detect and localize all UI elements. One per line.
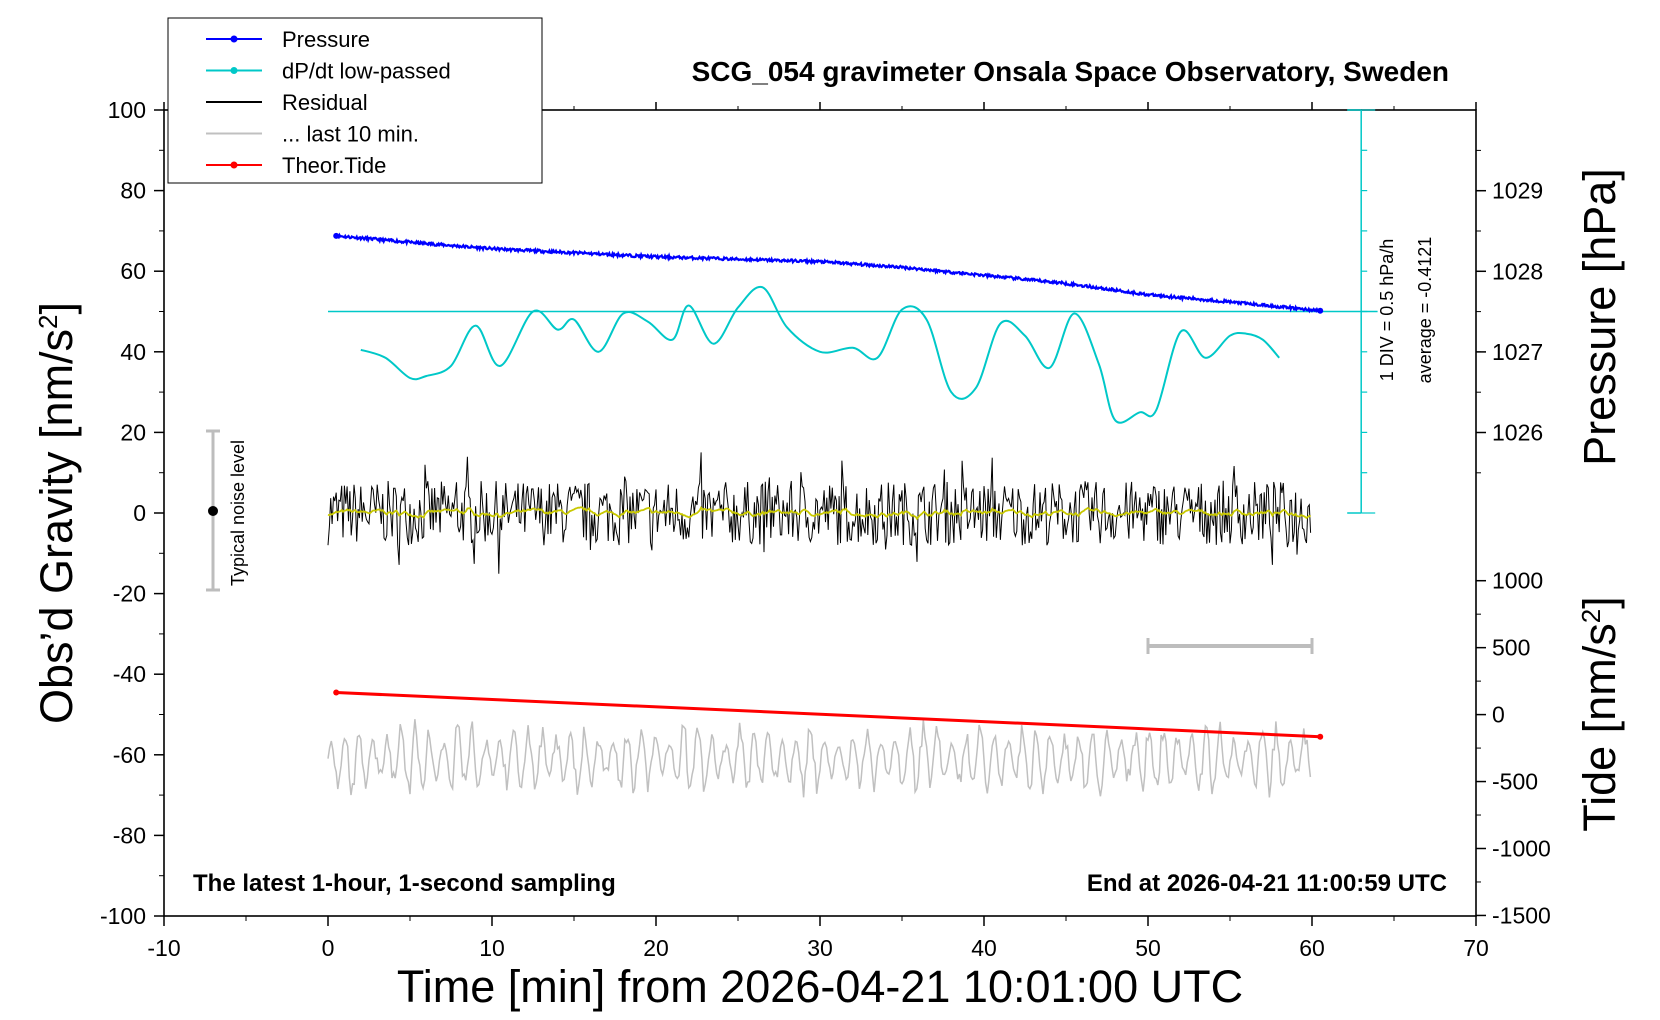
- x-tick-label: 70: [1463, 935, 1489, 961]
- legend-label: ... last 10 min.: [282, 122, 419, 147]
- tide-point-end: [1317, 733, 1324, 740]
- left-y-tick-label: 20: [120, 419, 146, 445]
- tide-axis: 1000 500 0 -500 -1000 -1500: [1476, 568, 1551, 928]
- x-tick-label: 10: [479, 935, 505, 961]
- tide-axis-title: Tide [nm/s2]: [1574, 596, 1625, 831]
- left-y-tick-label: 80: [120, 178, 146, 204]
- legend: Pressure dP/dt low-passed Residual ... last…: [167, 17, 543, 184]
- dpdt-line: [360, 285, 1280, 424]
- legend-label: Residual: [282, 90, 368, 115]
- tide-tick-label: -500: [1492, 769, 1538, 795]
- x-tick-label: 20: [643, 935, 669, 961]
- noise-level-indicator: Typical noise level: [206, 429, 248, 592]
- tide-tick-label: 1000: [1492, 568, 1543, 594]
- x-tick-label: 50: [1135, 935, 1161, 961]
- x-axis-title: Time [min] from 2026-04-21 10:01:00 UTC: [397, 961, 1243, 1012]
- pressure-tick-label: 1028: [1492, 258, 1543, 284]
- left-y-tick-label: -40: [113, 661, 146, 687]
- legend-marker: [230, 161, 238, 169]
- residual-smoothed-line: [327, 505, 1311, 521]
- tide-axis-title-main: Tide [nm/s: [1574, 623, 1625, 831]
- legend-box: [167, 17, 543, 184]
- left-y-tick-label: 100: [108, 97, 146, 123]
- series-dpdt-low-passed: [360, 285, 1280, 424]
- series-residual: [327, 452, 1312, 574]
- pressure-tick-label: 1027: [1492, 339, 1543, 365]
- pressure-point-end: [1317, 307, 1324, 314]
- x-tick-label: 40: [971, 935, 997, 961]
- chart-title: SCG_054 gravimeter Onsala Space Observat…: [692, 56, 1449, 87]
- noise-level-dot: [208, 506, 218, 516]
- left-axis-title-sup: 2: [33, 314, 63, 328]
- series-last-10-min: [327, 719, 1312, 798]
- x-tick-label: -10: [147, 935, 180, 961]
- pressure-point-start: [333, 232, 340, 239]
- pressure-axis-title: Pressure [hPa]: [1574, 168, 1625, 466]
- pressure-tick-label: 1026: [1492, 420, 1543, 446]
- series-theor-tide: [333, 689, 1324, 740]
- pressure-line: [335, 232, 1322, 314]
- left-y-axis: 100 80 60 40 20 0 -20 -40 -60 -80 -100: [100, 97, 164, 929]
- residual-line: [327, 452, 1312, 574]
- tide-tick-label: -1500: [1492, 902, 1551, 928]
- left-y-tick-label: -20: [113, 581, 146, 607]
- pressure-tick-label: 1029: [1492, 178, 1543, 204]
- left-y-tick-label: 40: [120, 339, 146, 365]
- legend-label: Theor.Tide: [282, 153, 386, 178]
- x-tick-label: 0: [322, 935, 335, 961]
- last-10-min-line: [327, 719, 1312, 798]
- tide-tick-label: 500: [1492, 635, 1530, 661]
- dpdt-average-label: average = -0.4121: [1415, 237, 1435, 384]
- noise-level-label: Typical noise level: [228, 440, 248, 586]
- series-pressure: [333, 232, 1324, 314]
- x-tick-label: 60: [1299, 935, 1325, 961]
- legend-marker: [230, 67, 238, 74]
- left-y-tick-label: 60: [120, 258, 146, 284]
- left-y-tick-label: 0: [133, 500, 146, 526]
- left-y-tick-label: -80: [113, 822, 146, 848]
- footer-left-note: The latest 1-hour, 1-second sampling: [193, 870, 616, 897]
- footer-right-note: End at 2026-04-21 11:00:59 UTC: [1087, 870, 1447, 897]
- pressure-axis: 1029 1028 1027 1026: [1476, 149, 1543, 474]
- tide-tick-label: -1000: [1492, 836, 1551, 862]
- tide-line: [336, 691, 1321, 739]
- tide-axis-title-end: ]: [1574, 596, 1625, 609]
- legend-label: dP/dt low-passed: [282, 59, 451, 84]
- left-axis-title-main: Obs’d Gravity [nm/s: [31, 329, 82, 724]
- tide-tick-label: 0: [1492, 702, 1505, 728]
- tide-point-start: [333, 689, 340, 696]
- last-10-min-marker: [1146, 637, 1314, 654]
- left-axis-title-end: ]: [31, 302, 82, 315]
- left-axis-title: Obs’d Gravity [nm/s2]: [31, 302, 82, 724]
- tide-axis-title-sup: 2: [1576, 609, 1606, 623]
- legend-marker: [230, 35, 238, 43]
- legend-label: Pressure: [282, 27, 370, 52]
- left-y-tick-label: -100: [100, 903, 146, 929]
- left-y-tick-label: -60: [113, 742, 146, 768]
- dpdt-scale-label: 1 DIV = 0.5 hPa/h: [1377, 239, 1397, 382]
- x-tick-label: 30: [807, 935, 833, 961]
- x-axis: -10 0 10 20 30 40 50 60 70: [147, 102, 1489, 961]
